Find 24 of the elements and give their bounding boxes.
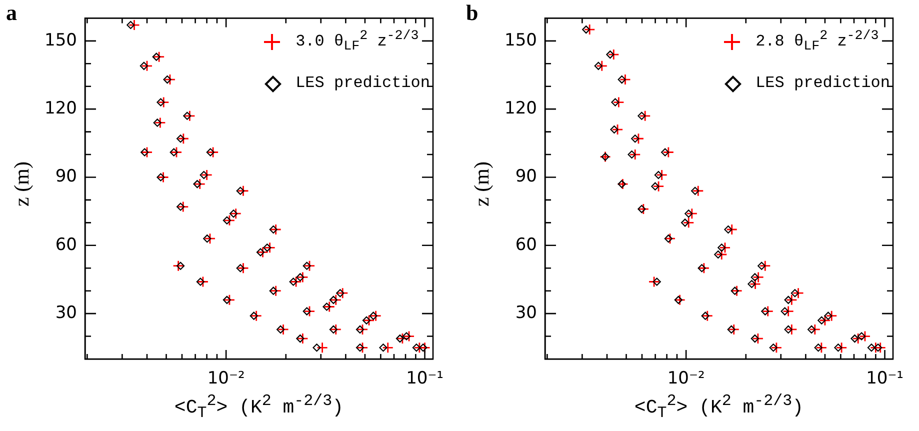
- x-tick-label: 10⁻²: [667, 368, 705, 389]
- y-tick-label: 60: [55, 234, 77, 255]
- y-axis-title: z (m): [470, 162, 494, 206]
- y-tick-label: 120: [44, 98, 77, 118]
- x-tick-label: 10⁻¹: [866, 368, 904, 389]
- x-axis-title: <C$_{T}$$^{2}$> (K$^{2}$ m$^{-2/3}$): [633, 392, 805, 422]
- legend-label: 2.8 θ$_{LF}$$^{2}$ z$^{-2/3}$: [756, 28, 879, 54]
- x-tick-label: 10⁻¹: [406, 368, 444, 389]
- y-tick-label: 30: [55, 302, 77, 323]
- y-tick-label: 60: [515, 234, 537, 255]
- y-tick-label: 90: [55, 166, 77, 187]
- y-tick-label: 120: [504, 98, 537, 118]
- x-tick-label: 10⁻²: [207, 368, 245, 389]
- legend-label: 3.0 θ$_{LF}$$^{2}$ z$^{-2/3}$: [296, 28, 419, 54]
- y-axis-title: z (m): [10, 162, 34, 206]
- chart-title: b: [466, 0, 478, 26]
- y-tick-label: 150: [504, 30, 537, 50]
- legend-label: LES prediction: [756, 74, 890, 92]
- legend-label: LES prediction: [296, 74, 430, 92]
- y-tick-label: 150: [44, 30, 77, 50]
- chart-title: a: [6, 0, 17, 26]
- x-axis-title: <C$_{T}$$^{2}$> (K$^{2}$ m$^{-2/3}$): [173, 392, 345, 422]
- y-tick-label: 30: [515, 302, 537, 323]
- y-tick-label: 90: [515, 166, 537, 187]
